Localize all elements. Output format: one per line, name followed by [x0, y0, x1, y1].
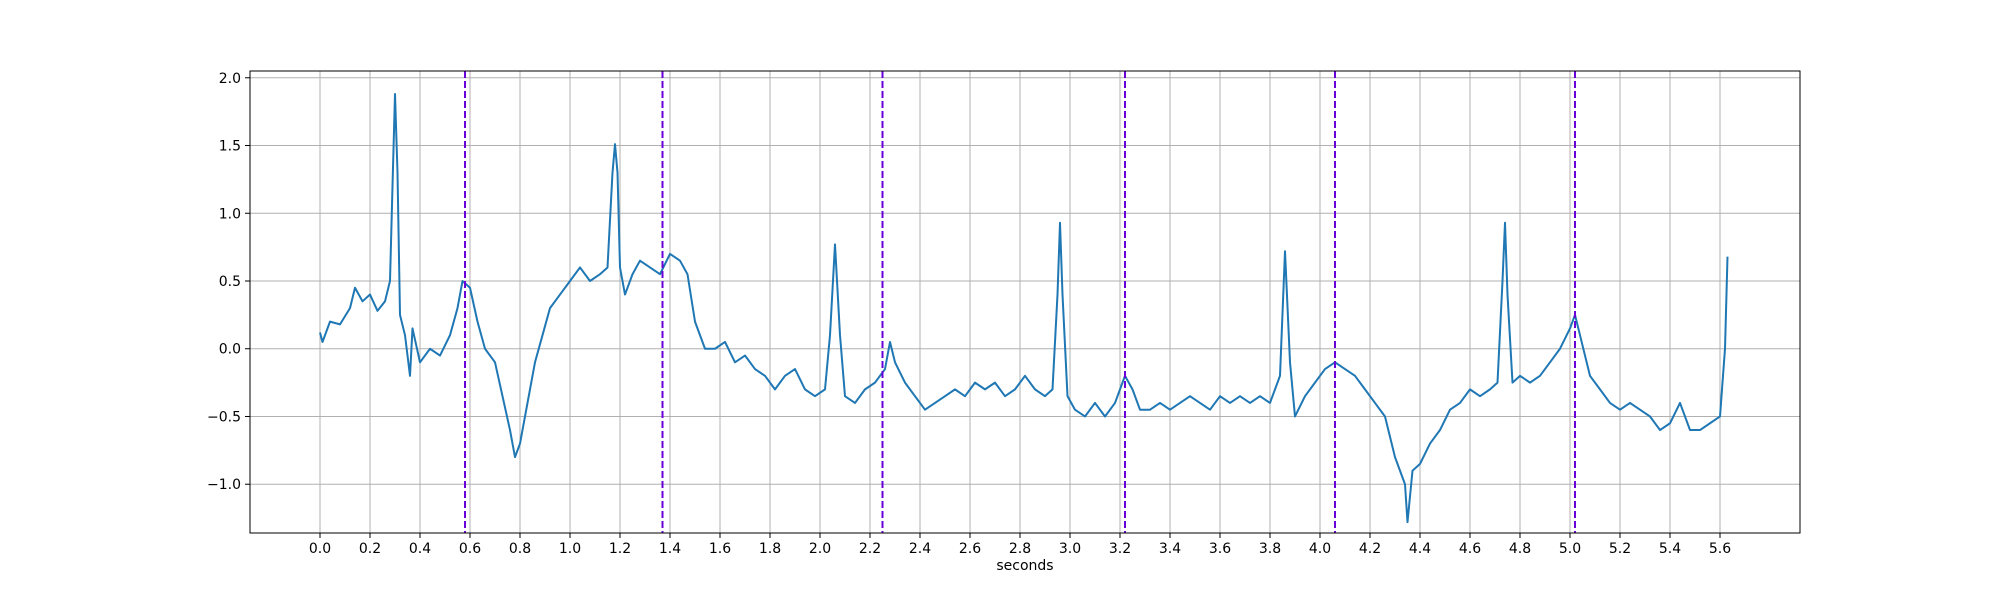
data-line	[319, 93, 1729, 524]
x-tick-label: 1.2	[609, 541, 631, 557]
x-tick-label: 1.4	[659, 541, 681, 557]
x-tick-label: 5.0	[1559, 541, 1581, 557]
y-tick-label: 0.0	[219, 342, 241, 358]
x-tick-label: 0.0	[309, 541, 331, 557]
x-tick-label: 3.2	[1109, 541, 1131, 557]
x-axis-label: seconds	[996, 558, 1053, 574]
y-tick-label: 0.5	[219, 274, 241, 290]
x-tick-label: 2.0	[809, 541, 831, 557]
x-tick-label: 2.6	[959, 541, 981, 557]
x-tick-label: 2.4	[909, 541, 931, 557]
x-tick-label: 4.8	[1509, 541, 1531, 557]
x-tick-label: 1.0	[559, 541, 581, 557]
y-tick-label: 1.5	[219, 139, 241, 155]
x-tick-label: 4.2	[1359, 541, 1381, 557]
x-tick-label: 1.8	[759, 541, 781, 557]
x-tick-label: 3.0	[1059, 541, 1081, 557]
x-tick-label: 1.6	[709, 541, 731, 557]
x-tick-label: 2.8	[1009, 541, 1031, 557]
x-tick-label: 0.2	[359, 541, 381, 557]
x-tick-label: 5.6	[1709, 541, 1731, 557]
y-tick-label: −0.5	[207, 409, 241, 425]
x-tick-label: 4.4	[1409, 541, 1431, 557]
y-tick-label: 1.0	[219, 206, 241, 222]
x-tick-label: 0.4	[409, 541, 431, 557]
x-tick-label: 3.6	[1209, 541, 1231, 557]
x-tick-label: 5.2	[1609, 541, 1631, 557]
plot-frame	[249, 70, 1801, 534]
x-tick-label: 3.8	[1259, 541, 1281, 557]
x-tick-label: 5.4	[1659, 541, 1681, 557]
y-tick-label: −1.0	[207, 477, 241, 493]
x-tick-label: 4.0	[1309, 541, 1331, 557]
x-tick-label: 2.2	[859, 541, 881, 557]
x-tick-label: 0.8	[509, 541, 531, 557]
y-tick-label: 2.0	[219, 71, 241, 87]
x-tick-label: 0.6	[459, 541, 481, 557]
x-tick-label: 4.6	[1459, 541, 1481, 557]
x-tick-label: 3.4	[1159, 541, 1181, 557]
